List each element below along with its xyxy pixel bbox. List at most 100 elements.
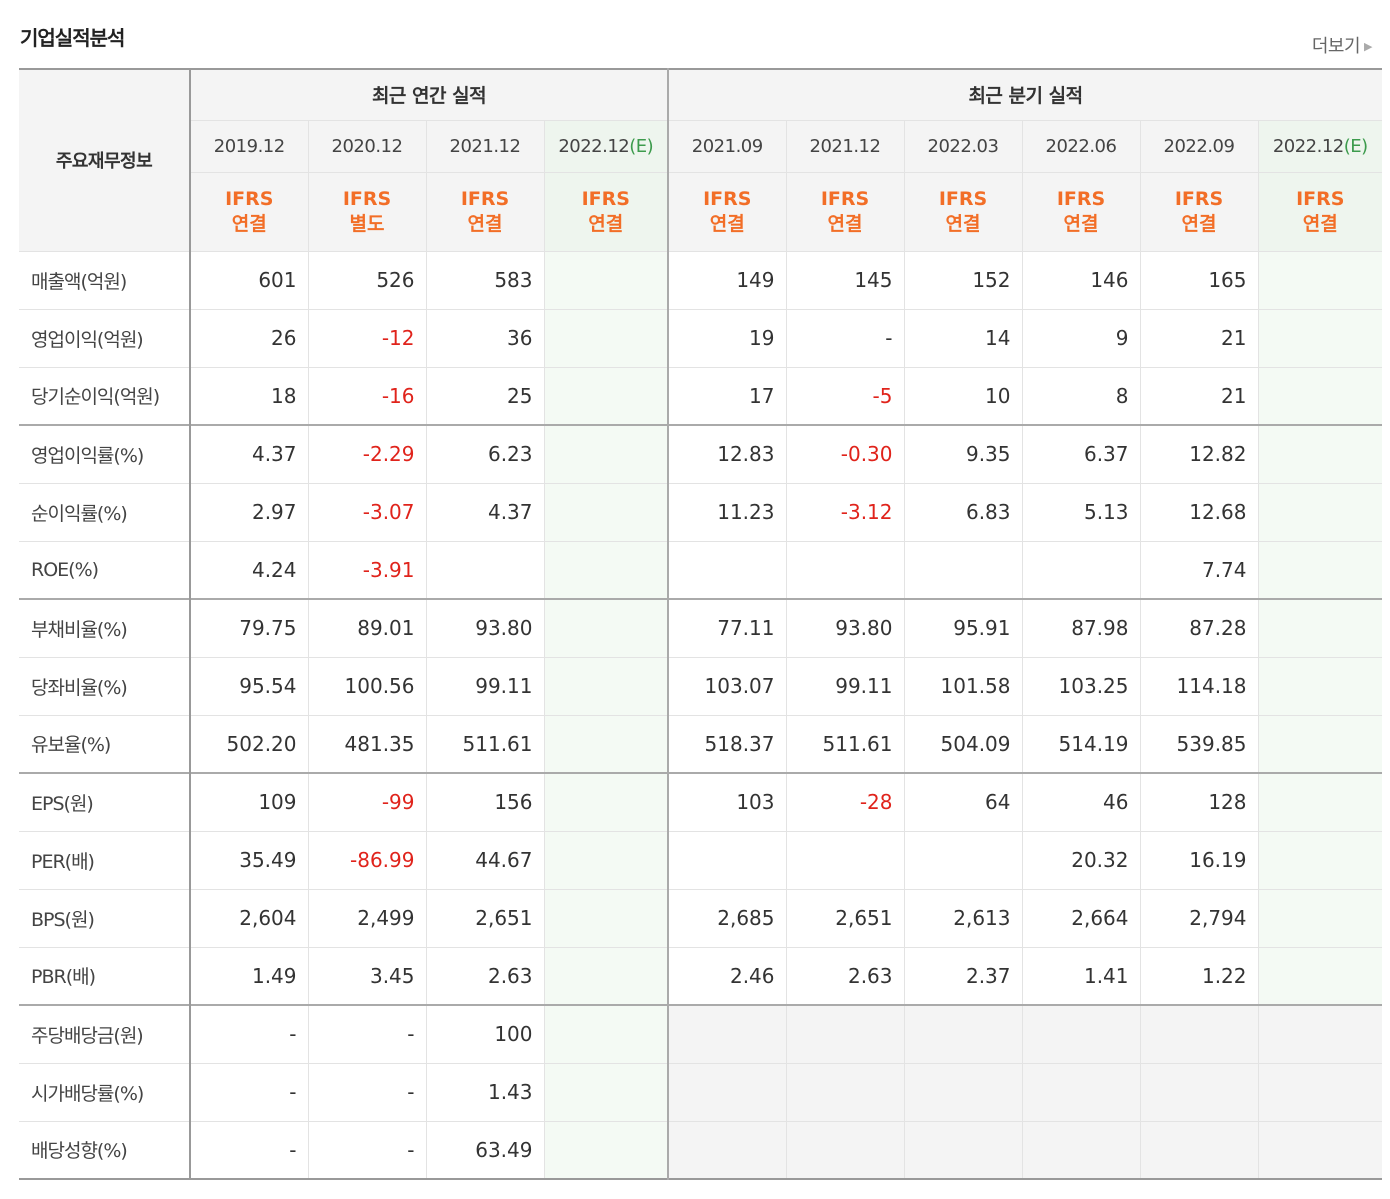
table-cell: 502.20 [189,714,309,774]
annual-group-header: 최근 연간 실적 [189,68,669,121]
ifrs-standard: IFRS [581,187,630,210]
table-cell [543,424,669,484]
period-label: 2022.12 [1272,135,1344,157]
table-cell: 89.01 [307,598,427,658]
table-cell: 2,499 [307,888,427,948]
table-cell: 514.19 [1021,714,1141,774]
table-row: PER(배) 35.49 -86.99 44.67 20.32 16.19 [19,830,1382,890]
chevron-right-icon: ▶ [1364,40,1372,53]
ifrs-header: IFRS 연결 [425,171,545,252]
table-cell: 18 [189,366,309,426]
table-cell: 145 [785,250,905,310]
table-cell: 21 [1139,308,1259,368]
table-cell: -86.99 [307,830,427,890]
table-cell: 99.11 [785,656,905,716]
more-link[interactable]: 더보기 ▶ [1311,32,1373,58]
table-cell [543,830,669,890]
table-cell: 6.23 [425,424,545,484]
table-cell: 1.22 [1139,946,1259,1006]
table-cell: 2,651 [425,888,545,948]
ifrs-header: IFRS 연결 [190,171,309,252]
table-cell: 25 [425,366,545,426]
table-cell: 2,651 [785,888,905,948]
period-header: 2021.12 [425,119,545,173]
ifrs-header: IFRS 연결 [1021,171,1141,252]
table-cell [1021,1004,1141,1064]
table-cell [543,308,669,368]
table-row: 매출액(억원) 601 526 583 149 145 152 146 165 [19,250,1382,310]
table-cell: 12.68 [1139,482,1259,542]
table-cell [543,772,669,832]
table-cell: 2,664 [1021,888,1141,948]
table-cell: 1.43 [425,1062,545,1122]
table-cell: 100 [425,1004,545,1064]
table-cell [1257,540,1382,600]
table-cell: -2.29 [307,424,427,484]
table-cell: 2,604 [189,888,309,948]
table-cell [1021,540,1141,600]
period-header: 2022.09 [1139,119,1259,173]
table-cell: 95.91 [903,598,1023,658]
table-cell: 2.63 [785,946,905,1006]
table-cell: 3.45 [307,946,427,1006]
financial-summary-table: 주요재무정보 최근 연간 실적 최근 분기 실적 2019.12 2020.12 2… [19,68,1382,1180]
table-cell: -3.91 [307,540,427,600]
table-cell: 165 [1139,250,1259,310]
table-cell: 146 [1021,250,1141,310]
table-cell [543,598,669,658]
table-cell: -12 [307,308,427,368]
row-label: 매출액(억원) [19,250,191,310]
row-label: 영업이익률(%) [19,424,191,484]
table-cell [1257,946,1382,1006]
table-cell: 6.83 [903,482,1023,542]
row-label-header: 주요재무정보 [19,68,191,252]
table-cell: 103.07 [667,656,787,716]
table-cell [1021,1062,1141,1122]
period-label: 2022.09 [1163,135,1235,157]
table-cell [1139,1004,1259,1064]
table-cell: -5 [785,366,905,426]
more-label: 더보기 [1311,36,1361,57]
table-cell: 16.19 [1139,830,1259,890]
table-cell: 539.85 [1139,714,1259,774]
table-row: 당좌비율(%) 95.54 100.56 99.11 103.07 99.11 101.58… [19,656,1382,716]
ifrs-basis: 연결 [945,212,981,235]
table-cell [543,1004,669,1064]
table-cell: 12.83 [667,424,787,484]
row-label: ROE(%) [19,540,191,600]
table-cell [1139,1120,1259,1180]
ifrs-standard: IFRS [703,187,752,210]
table-cell: 95.54 [189,656,309,716]
estimate-mark: (E) [629,135,654,157]
period-header: 2022.03 [903,119,1023,173]
table-cell [543,540,669,600]
table-cell: 93.80 [425,598,545,658]
table-cell: 87.98 [1021,598,1141,658]
table-cell: - [307,1062,427,1122]
table-cell [785,540,905,600]
table-cell: 128 [1139,772,1259,832]
period-label: 2022.06 [1045,135,1117,157]
table-cell [667,830,787,890]
table-cell: 511.61 [425,714,545,774]
table-cell: 109 [189,772,309,832]
table-cell: 12.82 [1139,424,1259,484]
row-label: 유보율(%) [19,714,191,774]
table-row: 시가배당률(%) - -1.43 [19,1062,1382,1122]
period-header: 2022.12(E) [1257,119,1382,173]
table-cell: 63.49 [425,1120,545,1180]
row-label: EPS(원) [19,772,191,832]
ifrs-standard: IFRS [1296,187,1345,210]
table-cell: 101.58 [903,656,1023,716]
ifrs-header: IFRS 별도 [307,171,427,252]
period-header: 2020.12 [307,119,427,173]
row-label: 주당배당금(원) [19,1004,191,1064]
table-cell: 17 [667,366,787,426]
period-label: 2019.12 [213,135,285,157]
period-header: 2021.12 [785,119,905,173]
table-cell [785,1062,905,1122]
table-cell [1021,1120,1141,1180]
table-cell: 2.37 [903,946,1023,1006]
table-row: 영업이익(억원) 26 -12 36 19-14 9 21 [19,308,1382,368]
table-cell [667,1120,787,1180]
